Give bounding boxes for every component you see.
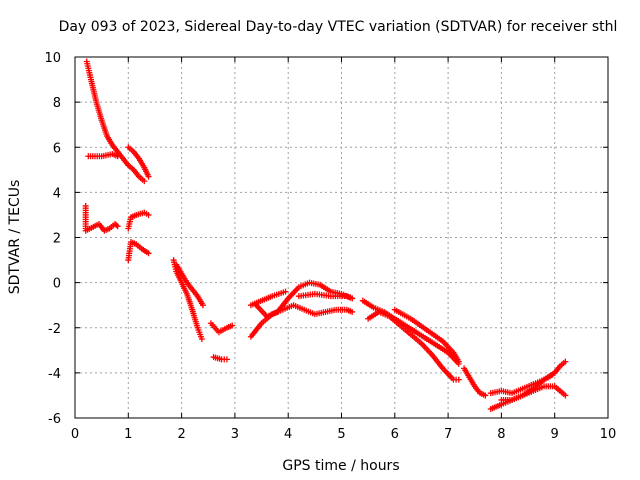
series-arc-d xyxy=(82,202,121,234)
data-point xyxy=(145,173,152,180)
series-arc-c xyxy=(85,151,121,160)
y-tick-label: 4 xyxy=(53,186,61,201)
x-tick-label: 3 xyxy=(231,427,239,442)
y-tick-label: 6 xyxy=(53,141,61,156)
series-arc-h xyxy=(173,261,206,309)
x-tick-label: 0 xyxy=(71,427,79,442)
data-point xyxy=(114,223,121,230)
y-axis-label: SDTVAR / TECUs xyxy=(7,180,23,295)
data-point xyxy=(113,222,120,229)
data-point xyxy=(349,308,356,315)
series-arc-j xyxy=(210,354,230,363)
data-point xyxy=(562,358,569,365)
x-tick-label: 9 xyxy=(551,427,559,442)
x-tick-label: 4 xyxy=(284,427,292,442)
y-tick-label: -2 xyxy=(48,322,61,337)
series-arc-s xyxy=(487,383,569,412)
series-arc-p xyxy=(365,308,462,383)
data-point xyxy=(455,358,462,365)
y-tick-label: -6 xyxy=(48,412,61,427)
y-tick-label: 8 xyxy=(53,96,61,111)
data-point xyxy=(482,392,489,399)
data-point xyxy=(145,211,152,218)
data-point xyxy=(223,356,230,363)
y-tick-label: -4 xyxy=(48,367,61,382)
data-point xyxy=(198,336,205,343)
y-tick-label: 2 xyxy=(53,232,61,247)
plot-frame xyxy=(74,56,609,419)
series-arc-l xyxy=(253,279,356,320)
series-arc-a xyxy=(83,58,148,185)
data-point xyxy=(141,178,148,185)
x-tick-label: 5 xyxy=(337,427,345,442)
data-point xyxy=(549,372,556,379)
y-tick-label: 0 xyxy=(53,277,61,292)
series-arc-i xyxy=(207,320,236,336)
data-point xyxy=(562,392,569,399)
data-point xyxy=(455,376,462,383)
x-tick-label: 1 xyxy=(124,427,132,442)
series-arc-k xyxy=(247,302,356,340)
data-point xyxy=(282,288,289,295)
chart-title: Day 093 of 2023, Sidereal Day-to-day VTE… xyxy=(59,19,618,35)
data-point xyxy=(349,295,356,302)
data-point xyxy=(199,302,206,309)
series-arc-e xyxy=(125,209,152,232)
series-arc-f xyxy=(125,239,152,264)
x-tick-label: 10 xyxy=(600,427,617,442)
x-tick-label: 8 xyxy=(497,427,505,442)
series-arc-u xyxy=(498,372,556,403)
series-arc-m xyxy=(247,288,289,309)
data-point xyxy=(229,322,236,329)
y-tick-label: 10 xyxy=(44,51,61,66)
x-tick-label: 2 xyxy=(177,427,185,442)
series-arc-q xyxy=(391,306,462,365)
data-marks xyxy=(82,58,569,412)
x-tick-label: 7 xyxy=(444,427,452,442)
data-point xyxy=(145,250,152,257)
series-arc-r xyxy=(461,365,489,399)
grid-lines xyxy=(75,57,608,418)
series-arc-b xyxy=(125,144,152,180)
x-tick-label: 6 xyxy=(391,427,399,442)
data-point xyxy=(114,153,121,160)
series-arc-n xyxy=(295,290,356,302)
x-axis-label: GPS time / hours xyxy=(282,458,399,474)
